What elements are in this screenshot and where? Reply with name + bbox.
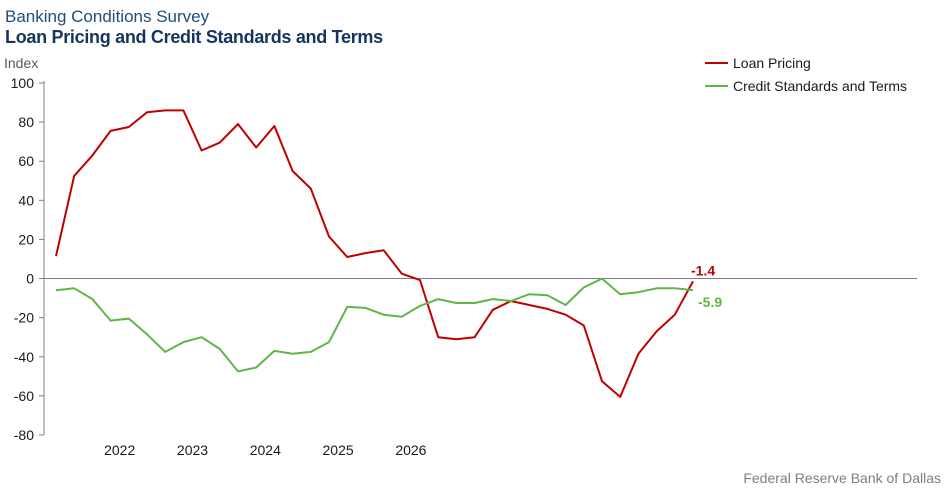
axes: 100 80 60 40 20 0 -20 -40 -60 -80 2022 2023 2024 2025…: [11, 75, 917, 458]
source-note: Federal Reserve Bank of Dallas: [743, 470, 941, 486]
x-tick-label: 2022: [104, 442, 135, 458]
chart-title: Banking Conditions Survey: [5, 7, 210, 26]
x-tick-label: 2024: [250, 442, 281, 458]
y-axis-label: Index: [4, 55, 38, 71]
y-tick-label: 20: [18, 231, 34, 247]
series-layer: -1.4 -5.9: [55, 109, 722, 398]
legend-label-loan-pricing: Loan Pricing: [733, 55, 811, 71]
end-value-label-loan-pricing: -1.4: [691, 262, 715, 278]
legend: Loan Pricing Credit Standards and Terms: [705, 55, 907, 94]
series-line-credit-standards-and-terms: [55, 277, 694, 373]
x-tick-label: 2026: [395, 442, 426, 458]
y-tick-label: 100: [11, 75, 35, 91]
y-tick-label: -60: [14, 388, 34, 404]
y-tick-label: -40: [14, 349, 34, 365]
y-tick-label: 40: [18, 192, 34, 208]
end-value-label-credit-standards-and-terms: -5.9: [698, 294, 722, 310]
y-tick-label: 60: [18, 153, 34, 169]
x-tick-label: 2025: [323, 442, 354, 458]
legend-label-credit-standards: Credit Standards and Terms: [733, 78, 907, 94]
chart-subtitle: Loan Pricing and Credit Standards and Te…: [5, 27, 383, 47]
y-tick-label: -80: [14, 427, 34, 443]
y-tick-label: -20: [14, 310, 34, 326]
y-tick-label: 80: [18, 114, 34, 130]
x-tick-label: 2023: [177, 442, 208, 458]
series-line-loan-pricing: [55, 109, 694, 398]
y-tick-label: 0: [26, 271, 34, 287]
